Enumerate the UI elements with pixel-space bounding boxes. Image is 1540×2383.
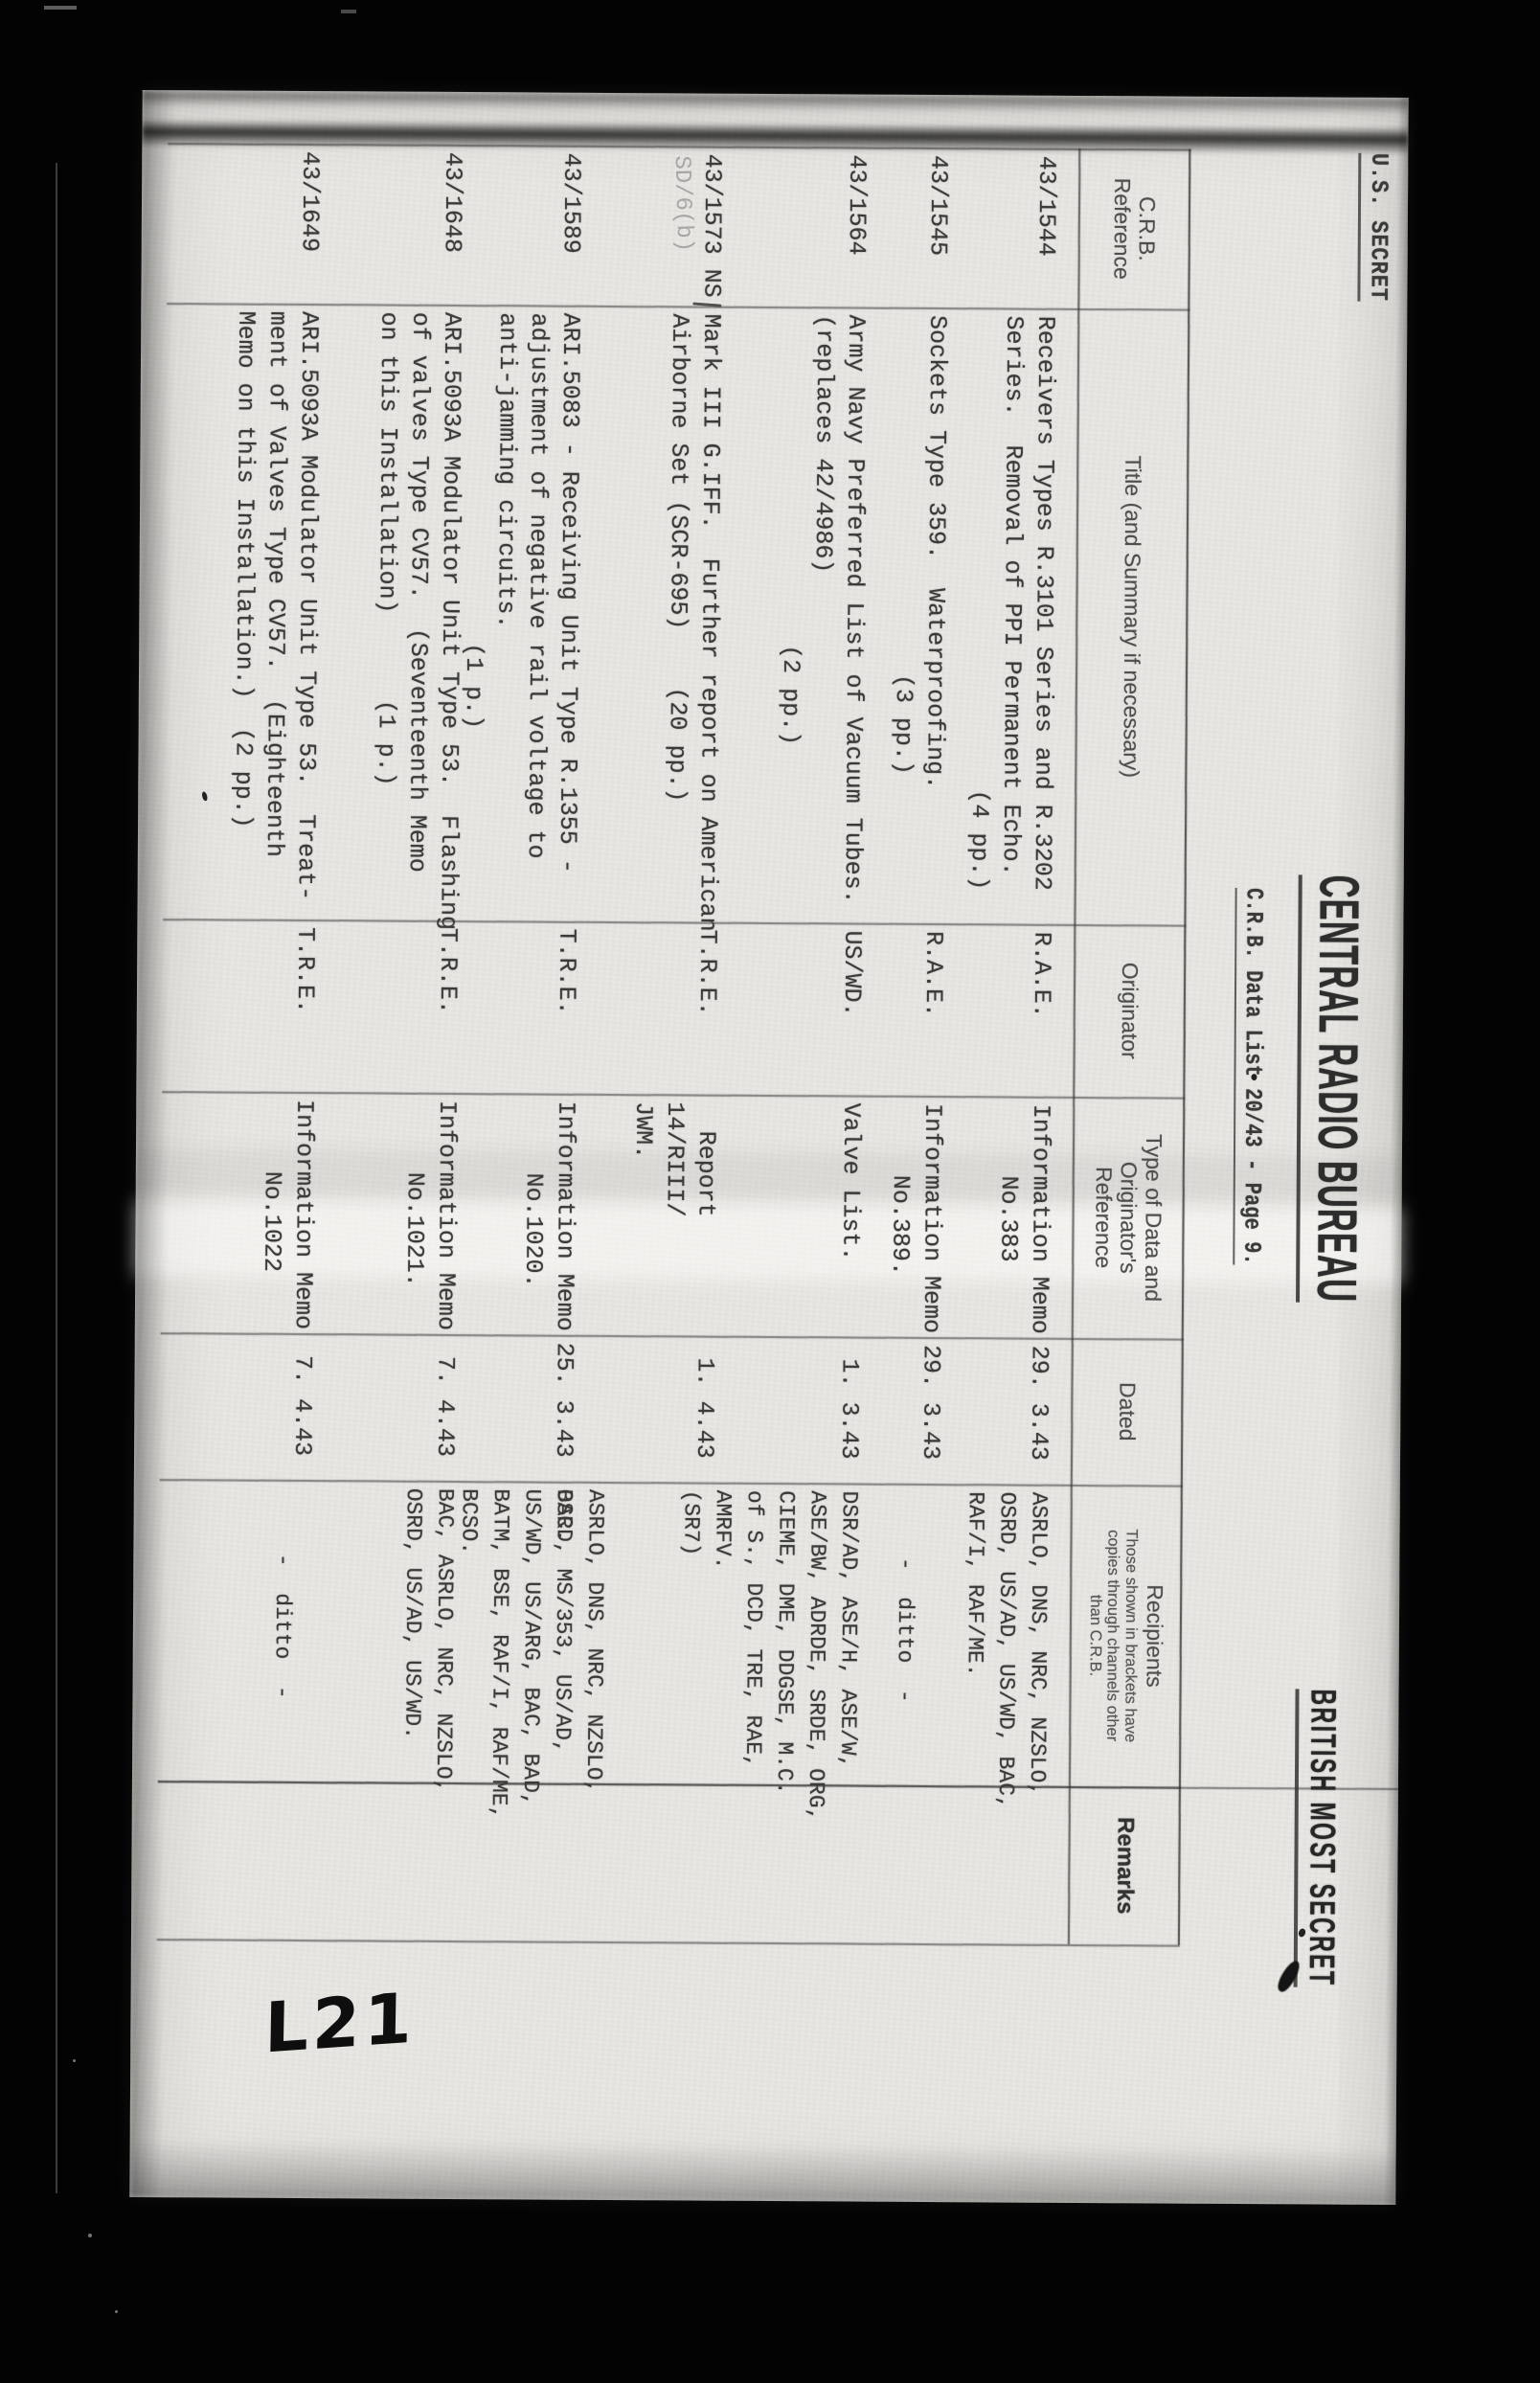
cell-title: ARI.5093A Modulator Unit Type 53. Flashi…	[372, 311, 466, 931]
cell-originator: T.R.E.	[290, 926, 320, 1014]
cell-originator: US/WD.	[837, 930, 867, 1017]
column-header-type: Type of Data and Originator's Reference	[1074, 1097, 1186, 1339]
scan-streak	[142, 91, 1409, 116]
cell-ref: 43/1589	[556, 152, 586, 254]
column-header-ref: C.R.B. Reference	[1079, 148, 1190, 309]
column-header-title: Title (and Summary if necessary)	[1076, 308, 1189, 925]
scan-shade	[1384, 97, 1409, 2206]
column-header-sublabel: Those shown in brackets have copies thro…	[1086, 1529, 1141, 1743]
cell-type: Information Memo No.383	[994, 1103, 1055, 1334]
cell-dated: 1. 4.43	[691, 1343, 719, 1459]
grid-line	[162, 1091, 1186, 1100]
scan-band	[135, 1200, 1402, 1284]
cell-dated: 29. 3.43	[917, 1344, 945, 1461]
scanned-page: U.S. SECRET CENTRAL RADIO BUREAU C.R.B. …	[129, 89, 1409, 2206]
column-header-label: Type of Data and Originator's Reference	[1091, 1133, 1167, 1303]
cell-originator: T.R.E.	[552, 928, 581, 1015]
cell-type: Information Memo No.1021.	[400, 1100, 462, 1331]
column-header-dated: Dated	[1073, 1338, 1184, 1486]
cell-type: Information Memo No.389.	[886, 1102, 947, 1334]
film-speck	[115, 2310, 118, 2313]
film-speck	[88, 2234, 92, 2237]
film-scratch	[44, 6, 77, 10]
cell-title: Sockets Type 359. Waterproofing. (3 pp.)	[889, 314, 952, 790]
scan-shade	[129, 89, 175, 2198]
cell-title: ARI.5083 - Receiving Unit Type R.1355 - …	[459, 312, 585, 874]
cell-dated: 7. 4.43	[431, 1341, 460, 1458]
cell-ref: 43/1573 NS	[697, 153, 727, 298]
column-header-remarks: Remarks	[1070, 1786, 1181, 1945]
handwritten-annotation: L21	[263, 1977, 417, 2069]
cell-title: Mark III G.IFF. Further report on Americ…	[663, 313, 726, 932]
cell-recipients: - ditto -	[269, 1487, 296, 1699]
film-speck	[73, 2059, 76, 2062]
cell-recipients: BAC.	[551, 1488, 577, 1542]
ink-dot	[1251, 1074, 1257, 1081]
cell-ref: 43/1544	[1031, 155, 1061, 257]
document-content: U.S. SECRET CENTRAL RADIO BUREAU C.R.B. …	[129, 89, 1409, 2206]
cell-originator: T.R.E.	[433, 927, 463, 1015]
column-header-label: C.R.B. Reference	[1110, 177, 1161, 280]
ink-dot	[201, 790, 209, 802]
column-header-label: Dated	[1115, 1382, 1142, 1441]
film-scratch	[56, 163, 57, 2193]
us-classification-label: U.S. SECRET	[1357, 152, 1393, 322]
cell-recipients: - ditto -	[892, 1490, 918, 1703]
cell-title: Army Navy Preferred List of Vacuum Tubes…	[776, 314, 871, 904]
cell-title: ARI.5093A Modulator Unit Type 53. Treat-…	[229, 310, 324, 901]
cell-recipients: DSR/AD, ASE/H, ASE/W, ASE/BW, ADRDE, SRD…	[678, 1489, 862, 1822]
cell-type: Information Memo No.1020.	[519, 1101, 580, 1331]
cell-dated: 7. 4.43	[288, 1340, 317, 1457]
column-header-label: Remarks	[1112, 1817, 1140, 1915]
cell-type: Valve List.	[836, 1102, 866, 1261]
grid-line	[156, 1939, 1180, 1947]
cell-originator: T.R.E.	[692, 929, 722, 1016]
scan-band	[135, 1147, 1402, 1205]
cell-dated: 1. 3.43	[835, 1344, 864, 1460]
cell-dated: 25. 3.43	[550, 1342, 578, 1458]
pencil-reference-note: SD/6(b)	[668, 155, 697, 253]
cell-ref: 43/1649	[295, 150, 325, 253]
grid-line	[159, 1479, 1183, 1487]
cell-recipients: ASRLO, DNS, NRC, NZSLO, OSRD, MS/353, US…	[456, 1488, 608, 1820]
column-header-label: Recipients	[1142, 1584, 1167, 1688]
scan-streak	[142, 118, 1409, 156]
cell-ref: 43/1564	[842, 154, 872, 256]
cell-recipients: BAC, ASRLO, NRC, NZSLO, OSRD, US/AD, US/…	[399, 1487, 458, 1793]
cell-originator: R.A.E.	[918, 930, 948, 1018]
cell-originator: R.A.E.	[1027, 931, 1056, 1018]
cell-title: Receivers Types R.3101 Series and R.3202…	[964, 315, 1060, 891]
page-subtitle: C.R.B. Data List 20/43 - Page 9.	[1233, 887, 1268, 1348]
cell-type: Report 14/RIII/ JWM.	[628, 1101, 721, 1217]
grid-line	[167, 303, 1190, 311]
page-title: CENTRAL RADIO BUREAU	[1294, 874, 1371, 1625]
cell-dated: 29. 3.43	[1025, 1345, 1053, 1461]
cell-type: Information Memo No.1022	[258, 1099, 319, 1330]
film-scratch	[341, 10, 356, 13]
column-header-label: Originator	[1118, 962, 1144, 1059]
column-header-recipients: Recipients Those shown in brackets have c…	[1071, 1485, 1183, 1787]
column-header-label: Title (and Summary if necessary)	[1119, 455, 1146, 779]
column-header-originator: Originator	[1075, 924, 1186, 1098]
cell-ref: 43/1545	[923, 154, 953, 257]
cell-ref: 43/1648	[438, 151, 467, 254]
cell-recipients: ASRLO, DNS, NRC, NZSLO, OSRD, US/AD, US/…	[962, 1491, 1052, 1809]
scan-shade	[129, 2139, 1396, 2206]
